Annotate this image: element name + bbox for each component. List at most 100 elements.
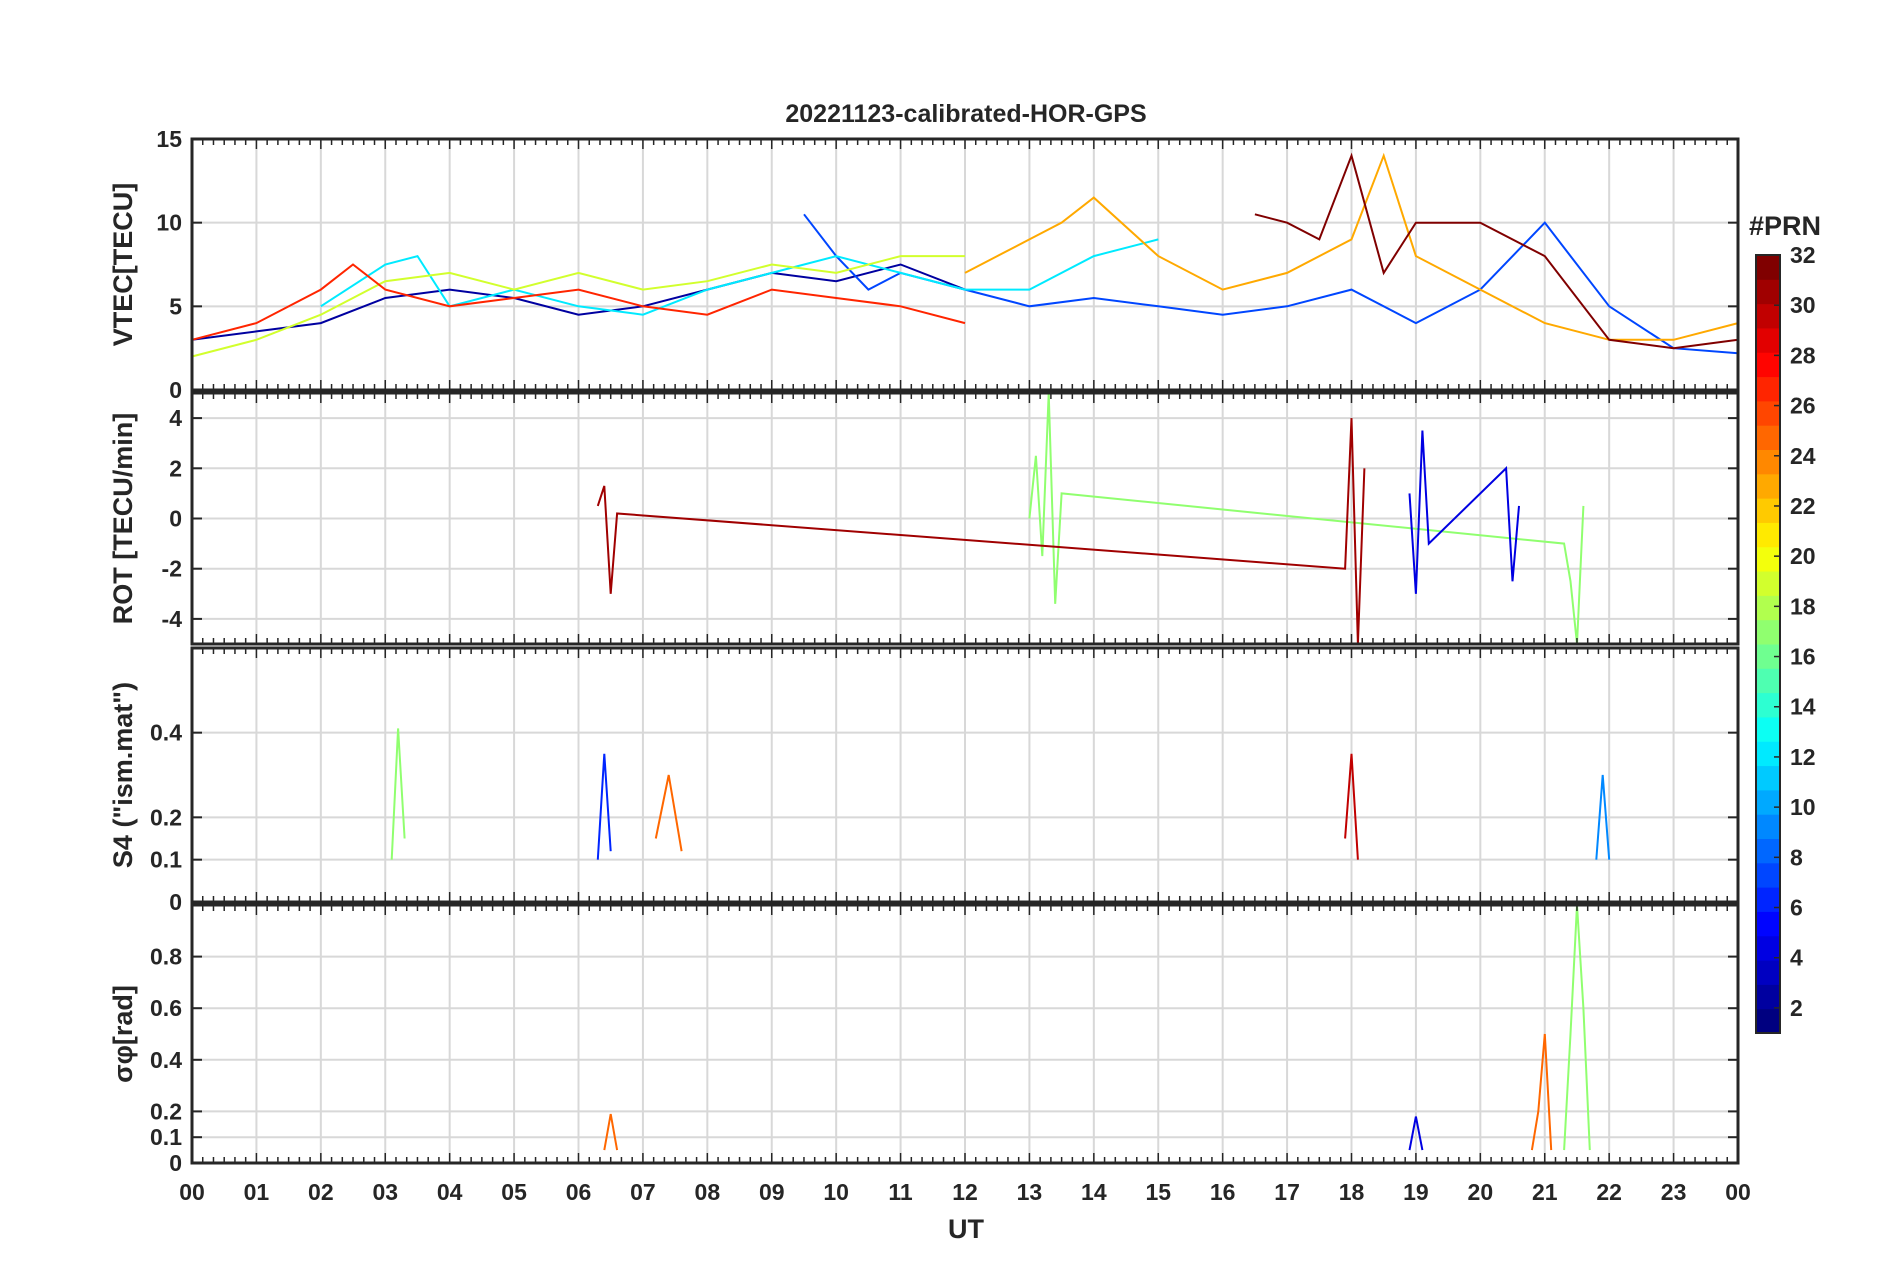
x-tick-label: 08: [695, 1179, 721, 1205]
y-tick-label: -4: [162, 606, 183, 632]
x-tick-label: 21: [1532, 1179, 1558, 1205]
panel-frame: [190, 391, 1740, 646]
series-line-prn-17: [390, 728, 406, 860]
colorbar-band: [1756, 571, 1780, 596]
colorbar-band: [1756, 400, 1780, 426]
colorbar-band: [1756, 279, 1780, 305]
y-tick-label: 0.1: [150, 847, 182, 873]
colorbar-tick-label: 18: [1790, 593, 1816, 619]
colorbar-tick-label: 32: [1790, 242, 1816, 268]
colorbar-band: [1756, 473, 1780, 499]
colorbar-band: [1756, 984, 1780, 1010]
colorbar-band: [1756, 449, 1780, 475]
x-tick-label: 15: [1145, 1179, 1171, 1205]
chart-title: 20221123-calibrated-HOR-GPS: [785, 100, 1146, 128]
colorbar-band: [1756, 376, 1780, 402]
colorbar-band: [1756, 838, 1780, 864]
series-line-prn-27: [191, 263, 966, 341]
x-tick-label: 12: [952, 1179, 978, 1205]
colorbar-band: [1756, 911, 1780, 937]
y-tick-label: 10: [156, 210, 182, 236]
colorbar-tick-label: 28: [1790, 342, 1816, 368]
colorbar-tick-label: 30: [1790, 292, 1816, 318]
series-line-prn-9: [1595, 774, 1611, 860]
y-tick-label: 0.2: [150, 804, 182, 830]
x-tick-label: 22: [1596, 1179, 1622, 1205]
x-tick-label: 14: [1081, 1179, 1107, 1205]
colorbar-band: [1756, 327, 1780, 353]
x-tick-label: 20: [1468, 1179, 1494, 1205]
series-line-prn-19: [191, 255, 965, 358]
y-tick-label: 5: [169, 293, 182, 319]
series-line-prn-25: [1530, 1033, 1553, 1151]
x-tick-label: 23: [1661, 1179, 1687, 1205]
colorbar-title: #PRN: [1749, 211, 1821, 241]
colorbar-tick-label: 14: [1790, 694, 1816, 720]
colorbar-band: [1756, 522, 1780, 548]
colorbar-band: [1756, 498, 1780, 523]
series-line-prn-30: [1344, 753, 1359, 860]
series-line-prn-23: [964, 152, 1739, 341]
panel-1: 0 5 10 15 VTEC[TECU]: [108, 126, 1740, 403]
y-tick-label: -2: [162, 556, 182, 582]
y-tick-label: 0.4: [150, 720, 182, 746]
series-line-prn-4: [1408, 430, 1520, 594]
x-tick-label: 00: [1725, 1179, 1751, 1205]
panel-frame: [190, 646, 1740, 904]
series-line-prn-31: [596, 418, 1366, 645]
y-tick-label: 0.6: [150, 995, 182, 1021]
colorbar-band: [1756, 765, 1780, 791]
y-tick-label: 15: [156, 126, 182, 152]
y-axis-label: S4 ("ism.mat"): [108, 682, 138, 868]
colorbar-band: [1756, 741, 1780, 767]
series-line-prn-32: [1254, 152, 1739, 350]
colorbar-tick-label: 22: [1790, 493, 1816, 519]
colorbar-band: [1756, 352, 1780, 378]
colorbar-band: [1756, 862, 1780, 888]
series-line-prn-2: [191, 263, 966, 341]
series-line-prn-25: [654, 774, 683, 852]
x-axis-label: UT: [948, 1214, 984, 1244]
colorbar-band: [1756, 425, 1780, 450]
x-tick-label: 11: [888, 1179, 913, 1205]
colorbar-band: [1756, 303, 1780, 329]
colorbar-band: [1756, 960, 1780, 985]
x-tick-label: 19: [1403, 1179, 1429, 1205]
x-tick-label: 06: [566, 1179, 592, 1205]
x-tick-label: 17: [1274, 1179, 1300, 1205]
colorbar-frame: [1755, 254, 1781, 1034]
colorbar-band: [1756, 814, 1780, 839]
y-tick-label: 4: [169, 405, 182, 431]
panel-4: 00.10.2 0.4 0.6 0.8 σφ[rad]: [108, 903, 1740, 1176]
colorbar-tick-label: 26: [1790, 393, 1816, 419]
colorbar-band: [1756, 255, 1780, 280]
panel-frame: [190, 137, 1740, 392]
x-tick-label: 09: [759, 1179, 785, 1205]
colorbar-band: [1756, 692, 1780, 718]
colorbar-tick-label: 8: [1790, 844, 1803, 870]
y-tick-label: 0: [169, 506, 182, 532]
colorbar-tick-label: 16: [1790, 644, 1816, 670]
x-tick-label: 13: [1017, 1179, 1043, 1205]
series-line-prn-17: [1563, 904, 1591, 1151]
y-axis-label: VTEC[TECU]: [108, 183, 138, 347]
x-tick-label: 00: [179, 1179, 205, 1205]
x-tick-label: 07: [630, 1179, 656, 1205]
series-line-prn-4: [1408, 1116, 1424, 1151]
y-tick-label: 0: [169, 889, 182, 915]
colorbar-band: [1756, 716, 1780, 742]
series-line-prn-12: [320, 238, 1159, 316]
colorbar-band: [1756, 595, 1780, 621]
x-tick-label: 05: [501, 1179, 527, 1205]
y-axis-label: σφ[rad]: [108, 985, 138, 1083]
y-axis-label: ROT [TECU/min]: [108, 413, 138, 624]
colorbar-tick-label: 24: [1790, 443, 1816, 469]
x-tick-label: 18: [1339, 1179, 1365, 1205]
panel-frame: [190, 903, 1740, 1165]
series-line-prn-6: [596, 753, 612, 860]
series-line-prn-7: [803, 213, 1739, 355]
y-tick-label: 0.1: [150, 1124, 182, 1150]
